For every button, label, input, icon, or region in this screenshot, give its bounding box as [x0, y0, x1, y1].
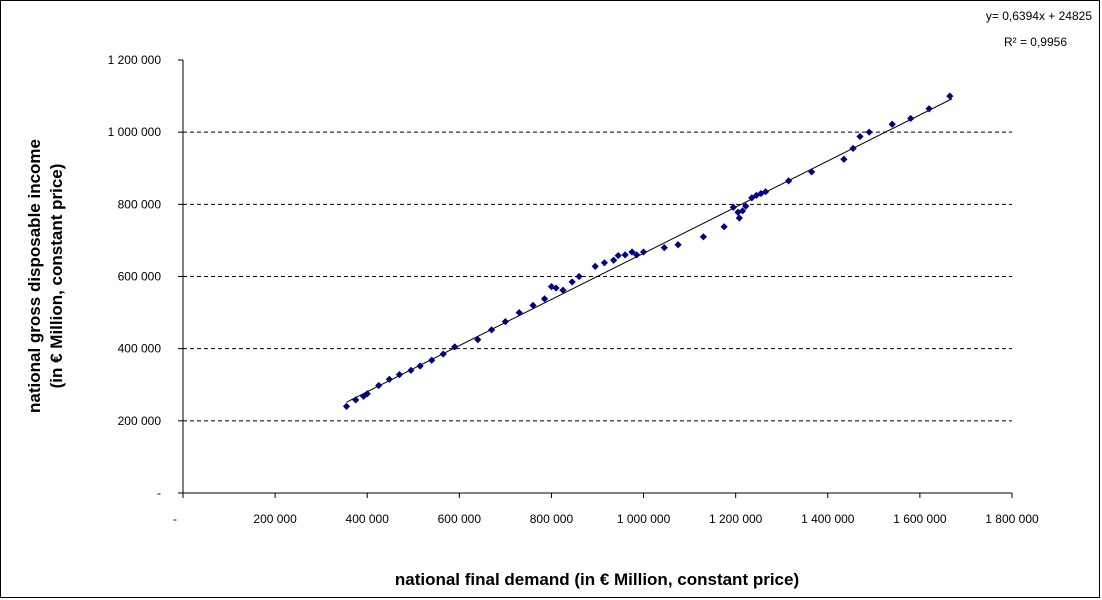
data-point [614, 251, 622, 260]
x-axis-title: national final demand (in € Million, con… [395, 570, 799, 589]
x-tick-label: 1 200 000 [709, 512, 763, 526]
data-point [925, 105, 933, 113]
data-point [729, 203, 737, 211]
data-point [660, 244, 668, 252]
data-point [540, 295, 549, 303]
data-point [575, 272, 583, 281]
data-point [439, 350, 447, 358]
data-point [742, 202, 750, 210]
y-tick-label: - [157, 486, 161, 500]
data-point [946, 92, 954, 100]
data-point [808, 168, 816, 176]
x-tick-label: 1 000 000 [617, 512, 671, 526]
data-point [451, 343, 459, 351]
y-axis-title-line2: (in € Million, constant price) [47, 164, 66, 389]
data-point [375, 381, 383, 390]
y-tick-label: 800 000 [118, 197, 162, 211]
x-tick-label: 600 000 [438, 512, 482, 526]
data-point [416, 362, 424, 370]
data-point [352, 396, 360, 404]
data-point [633, 251, 641, 259]
data-point [395, 371, 404, 379]
data-point [529, 301, 537, 309]
x-tick-label: 400 000 [346, 512, 390, 526]
data-point [699, 233, 708, 241]
trendline-r2: R² = 0,9956 [1004, 35, 1067, 49]
data-point [559, 286, 567, 294]
x-tick-label: 800 000 [530, 512, 574, 526]
data-point [474, 336, 482, 344]
data-point [428, 356, 436, 364]
x-tick-label: 1 600 000 [893, 512, 947, 526]
y-axis-title-line1: national gross disposable income [25, 139, 44, 413]
data-point [591, 262, 599, 270]
data-point [856, 132, 864, 141]
data-point [363, 390, 371, 398]
data-point [487, 326, 496, 334]
data-point [865, 128, 873, 136]
data-point [735, 214, 743, 222]
data-point [849, 144, 857, 153]
data-point [552, 284, 560, 292]
y-tick-label: 600 000 [118, 270, 162, 284]
trendline [346, 98, 953, 403]
x-tick-label: 200 000 [253, 512, 297, 526]
data-point [385, 375, 393, 383]
trendline-equation: y= 0,6394x + 24825 [986, 9, 1092, 23]
data-point [734, 208, 742, 216]
data-point [407, 366, 415, 374]
data-point [610, 256, 618, 264]
y-tick-label: 400 000 [118, 342, 162, 356]
x-tick-label: - [173, 512, 177, 526]
y-ticks: - 200 000 400 000 600 000 800 000 1 000 000 1 … [108, 53, 183, 500]
data-point [600, 259, 609, 267]
data-points [342, 92, 954, 410]
x-tick-label: 1 800 000 [985, 512, 1039, 526]
y-tick-label: 200 000 [118, 414, 162, 428]
data-point [568, 278, 576, 286]
data-point [762, 188, 770, 196]
x-ticks: - 200 000 400 000 600 000 800 000 1 000 000 1 … [173, 493, 1039, 526]
data-point [738, 207, 747, 215]
y-tick-label: 1 000 000 [108, 125, 162, 139]
trendline-path [346, 98, 953, 403]
data-point [757, 189, 765, 198]
data-point [628, 248, 636, 256]
data-point [720, 223, 728, 231]
data-point [342, 402, 351, 410]
data-point [907, 114, 915, 123]
data-point [840, 155, 848, 163]
data-point [785, 177, 793, 185]
y-tick-label: 1 200 000 [108, 53, 162, 67]
data-point [888, 120, 896, 128]
data-point [501, 318, 509, 326]
data-point [674, 241, 682, 249]
data-point [515, 308, 523, 317]
x-tick-label: 1 400 000 [801, 512, 855, 526]
data-point [621, 251, 629, 259]
data-point [639, 248, 648, 256]
